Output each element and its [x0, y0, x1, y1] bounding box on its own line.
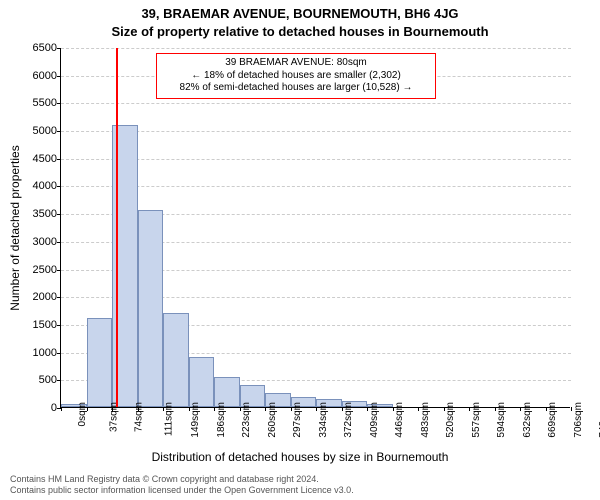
y-tick-mark: [57, 380, 61, 381]
x-tick-mark: [571, 407, 572, 411]
attribution-line2: Contains public sector information licen…: [10, 485, 354, 496]
callout-box: 39 BRAEMAR AVENUE: 80sqm ← 18% of detach…: [156, 53, 436, 99]
x-tick-mark: [291, 407, 292, 411]
histogram-bar: [87, 318, 113, 407]
x-tick-mark: [61, 407, 62, 411]
x-tick-mark: [444, 407, 445, 411]
y-tick-mark: [57, 76, 61, 77]
y-tick-mark: [57, 131, 61, 132]
y-tick-mark: [57, 186, 61, 187]
x-tick-label: 594sqm: [496, 402, 507, 438]
x-tick-mark: [87, 407, 88, 411]
y-tick-mark: [57, 48, 61, 49]
x-tick-mark: [367, 407, 368, 411]
y-tick-label: 3000: [5, 236, 57, 248]
x-tick-label: 74sqm: [134, 402, 145, 432]
y-tick-mark: [57, 353, 61, 354]
chart-title-line1: 39, BRAEMAR AVENUE, BOURNEMOUTH, BH6 4JG: [0, 6, 600, 21]
x-tick-label: 0sqm: [77, 402, 88, 426]
x-tick-mark: [163, 407, 164, 411]
x-axis-label: Distribution of detached houses by size …: [0, 450, 600, 464]
x-tick-label: 186sqm: [216, 402, 227, 438]
grid-line: [61, 48, 571, 49]
y-tick-label: 5500: [5, 97, 57, 109]
attribution-line1: Contains HM Land Registry data © Crown c…: [10, 474, 354, 485]
x-tick-mark: [469, 407, 470, 411]
x-tick-label: 409sqm: [369, 402, 380, 438]
x-tick-label: 334sqm: [318, 402, 329, 438]
marker-line: [116, 48, 118, 407]
y-tick-label: 4000: [5, 180, 57, 192]
x-tick-mark: [342, 407, 343, 411]
histogram-bar: [189, 357, 215, 407]
y-tick-label: 3500: [5, 208, 57, 220]
grid-line: [61, 131, 571, 132]
grid-line: [61, 186, 571, 187]
x-tick-label: 632sqm: [522, 402, 533, 438]
plot-area: 0500100015002000250030003500400045005000…: [60, 48, 570, 408]
histogram-bar: [163, 313, 189, 407]
x-tick-mark: [520, 407, 521, 411]
x-tick-label: 149sqm: [190, 402, 201, 438]
x-tick-mark: [112, 407, 113, 411]
y-tick-label: 1500: [5, 319, 57, 331]
x-tick-label: 669sqm: [547, 402, 558, 438]
x-tick-mark: [495, 407, 496, 411]
grid-line: [61, 103, 571, 104]
y-tick-mark: [57, 325, 61, 326]
x-tick-mark: [214, 407, 215, 411]
y-tick-label: 4500: [5, 153, 57, 165]
y-tick-label: 6000: [5, 70, 57, 82]
x-tick-mark: [189, 407, 190, 411]
callout-line2: ← 18% of detached houses are smaller (2,…: [161, 70, 431, 83]
y-tick-mark: [57, 270, 61, 271]
x-tick-label: 446sqm: [394, 402, 405, 438]
x-tick-mark: [138, 407, 139, 411]
x-tick-mark: [393, 407, 394, 411]
y-tick-label: 500: [5, 374, 57, 386]
y-tick-mark: [57, 159, 61, 160]
x-tick-label: 111sqm: [163, 402, 174, 436]
x-tick-mark: [316, 407, 317, 411]
chart-title-line2: Size of property relative to detached ho…: [0, 24, 600, 39]
y-tick-label: 6500: [5, 42, 57, 54]
y-tick-label: 2500: [5, 264, 57, 276]
x-tick-label: 372sqm: [343, 402, 354, 438]
x-tick-label: 706sqm: [573, 402, 584, 438]
x-tick-label: 297sqm: [292, 402, 303, 438]
y-tick-label: 5000: [5, 125, 57, 137]
y-tick-mark: [57, 297, 61, 298]
attribution: Contains HM Land Registry data © Crown c…: [10, 474, 354, 496]
y-tick-label: 1000: [5, 347, 57, 359]
y-axis-label: Number of detached properties: [8, 145, 22, 310]
y-tick-label: 0: [5, 402, 57, 414]
y-tick-mark: [57, 214, 61, 215]
x-tick-label: 557sqm: [471, 402, 482, 438]
x-tick-mark: [418, 407, 419, 411]
x-tick-mark: [546, 407, 547, 411]
callout-line3: 82% of semi-detached houses are larger (…: [161, 82, 431, 95]
x-tick-mark: [265, 407, 266, 411]
x-tick-label: 520sqm: [445, 402, 456, 438]
histogram-bar: [138, 210, 164, 407]
y-tick-label: 2000: [5, 291, 57, 303]
x-tick-label: 223sqm: [241, 402, 252, 438]
y-tick-mark: [57, 242, 61, 243]
y-tick-mark: [57, 103, 61, 104]
grid-line: [61, 159, 571, 160]
x-tick-label: 483sqm: [420, 402, 431, 438]
callout-line1: 39 BRAEMAR AVENUE: 80sqm: [161, 57, 431, 70]
x-tick-label: 260sqm: [267, 402, 278, 438]
x-tick-mark: [240, 407, 241, 411]
